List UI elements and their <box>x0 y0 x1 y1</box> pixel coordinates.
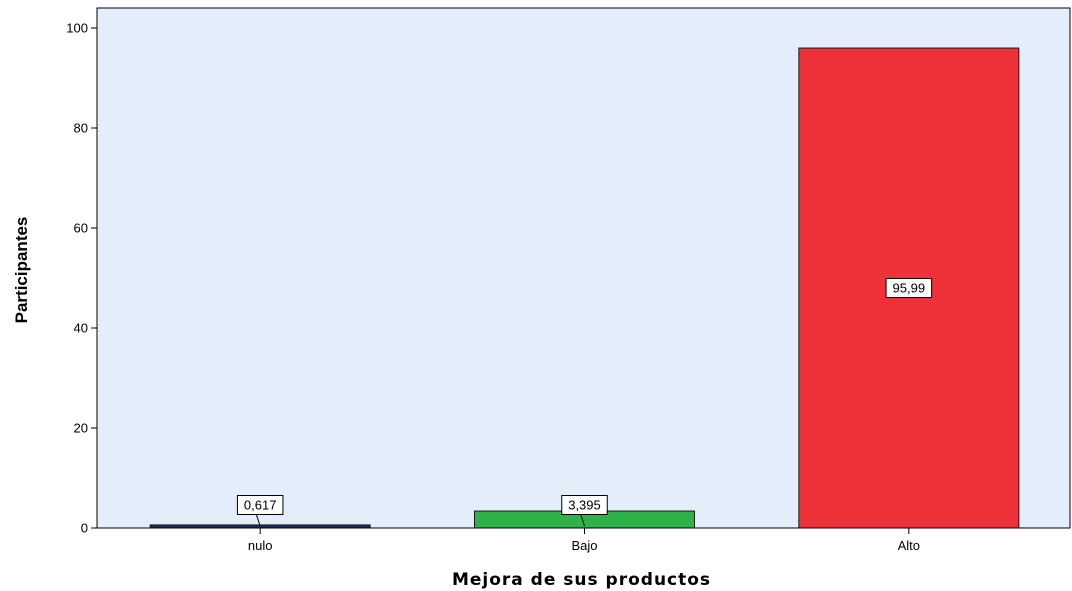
data-label-text: 0,617 <box>244 498 277 513</box>
y-tick-label: 40 <box>74 321 88 336</box>
y-axis-title: Participantes <box>12 217 31 324</box>
data-label-box <box>561 495 608 515</box>
x-axis: nulo Bajo Alto <box>97 527 1070 553</box>
x-tick-label: Alto <box>898 538 920 553</box>
data-label-text: 95,99 <box>893 281 926 296</box>
y-tick-label: 80 <box>74 121 88 136</box>
x-axis-title: Mejora de sus productos <box>452 570 711 590</box>
data-label-box <box>885 278 933 299</box>
y-tick-label: 60 <box>74 221 88 236</box>
x-tick-label: nulo <box>248 538 273 553</box>
data-label-text: 3,395 <box>568 498 601 513</box>
leader-line <box>255 513 261 527</box>
data-labels: 0,617 3,395 95,99 <box>236 278 933 527</box>
data-label-box <box>236 495 284 515</box>
y-tick-label: 0 <box>81 521 88 536</box>
y-tick-label: 20 <box>74 421 88 436</box>
leader-line <box>580 513 585 527</box>
data-label-nulo: 0,617 <box>236 495 284 527</box>
x-tick-label: Bajo <box>571 538 597 553</box>
data-label-bajo: 3,395 <box>561 495 608 527</box>
y-axis: 0 20 40 60 80 100 <box>66 8 98 536</box>
y-tick-label: 100 <box>66 21 88 36</box>
data-label-alto: 95,99 <box>885 278 933 299</box>
